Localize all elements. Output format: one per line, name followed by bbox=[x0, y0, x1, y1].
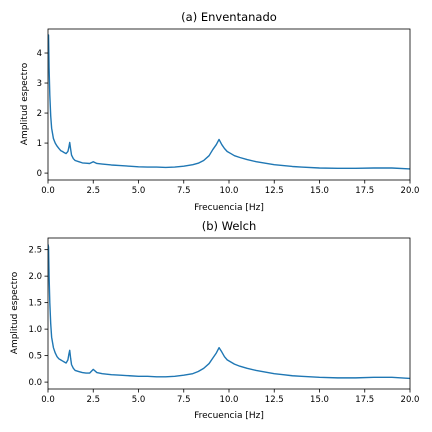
y-tick-label: 2.0 bbox=[28, 272, 42, 282]
y-tick-label: 0.0 bbox=[28, 378, 42, 388]
x-tick-label: 10.0 bbox=[220, 395, 239, 405]
x-tick-label: 5.0 bbox=[132, 395, 146, 405]
x-axis-label: Frecuencia [Hz] bbox=[194, 203, 264, 213]
x-tick-label: 2.5 bbox=[86, 186, 100, 196]
x-tick-label: 20.0 bbox=[401, 186, 420, 196]
x-tick-label: 7.5 bbox=[177, 186, 191, 196]
subplot-welch: (b) Welch 0.0 2.5 5.0 7.5 10.0 12.5 15.0 17.5 20… bbox=[10, 219, 419, 421]
x-tick-label: 12.5 bbox=[265, 395, 284, 405]
series-line bbox=[48, 34, 410, 170]
x-tick-label: 7.5 bbox=[177, 395, 191, 405]
x-tick-label: 12.5 bbox=[265, 186, 284, 196]
x-tick-label: 0.0 bbox=[41, 395, 55, 405]
y-tick-label: 1.0 bbox=[28, 325, 42, 335]
x-tick-label: 17.5 bbox=[355, 186, 374, 196]
y-tick-label: 2 bbox=[37, 109, 42, 119]
x-tick-label: 15.0 bbox=[310, 186, 329, 196]
y-axis-ticks: 0.0 0.5 1.0 1.5 2.0 2.5 bbox=[28, 246, 48, 388]
x-axis-ticks: 0.0 2.5 5.0 7.5 10.0 12.5 15.0 17.5 20.0 bbox=[41, 389, 419, 405]
y-tick-label: 1 bbox=[37, 139, 42, 149]
x-tick-label: 15.0 bbox=[310, 395, 329, 405]
y-tick-label: 0 bbox=[37, 169, 42, 179]
y-tick-label: 1.5 bbox=[28, 299, 42, 309]
y-axis-label: Amplitud espectro bbox=[10, 271, 20, 354]
x-axis-ticks: 0.0 2.5 5.0 7.5 10.0 12.5 15.0 17.5 20.0 bbox=[41, 180, 419, 196]
x-tick-label: 17.5 bbox=[355, 395, 374, 405]
subplot-title: (b) Welch bbox=[202, 219, 257, 233]
y-tick-label: 2.5 bbox=[28, 246, 42, 256]
x-tick-label: 20.0 bbox=[401, 395, 420, 405]
y-tick-label: 0.5 bbox=[28, 352, 42, 362]
plot-area bbox=[48, 34, 410, 170]
plot-area bbox=[48, 244, 410, 380]
y-axis-ticks: 0 1 2 3 4 bbox=[37, 49, 48, 179]
subplot-title: (a) Enventanado bbox=[181, 10, 277, 24]
x-tick-label: 2.5 bbox=[86, 395, 100, 405]
y-tick-label: 3 bbox=[37, 79, 42, 89]
y-axis-label: Amplitud espectro bbox=[20, 62, 30, 145]
x-tick-label: 5.0 bbox=[132, 186, 146, 196]
x-tick-label: 0.0 bbox=[41, 186, 55, 196]
x-tick-label: 10.0 bbox=[220, 186, 239, 196]
x-axis-label: Frecuencia [Hz] bbox=[194, 411, 264, 421]
series-line bbox=[48, 244, 410, 380]
subplot-enventanado: (a) Enventanado 0.0 2.5 5.0 7.5 10.0 12.5 15.0… bbox=[20, 10, 419, 213]
y-tick-label: 4 bbox=[37, 49, 42, 59]
